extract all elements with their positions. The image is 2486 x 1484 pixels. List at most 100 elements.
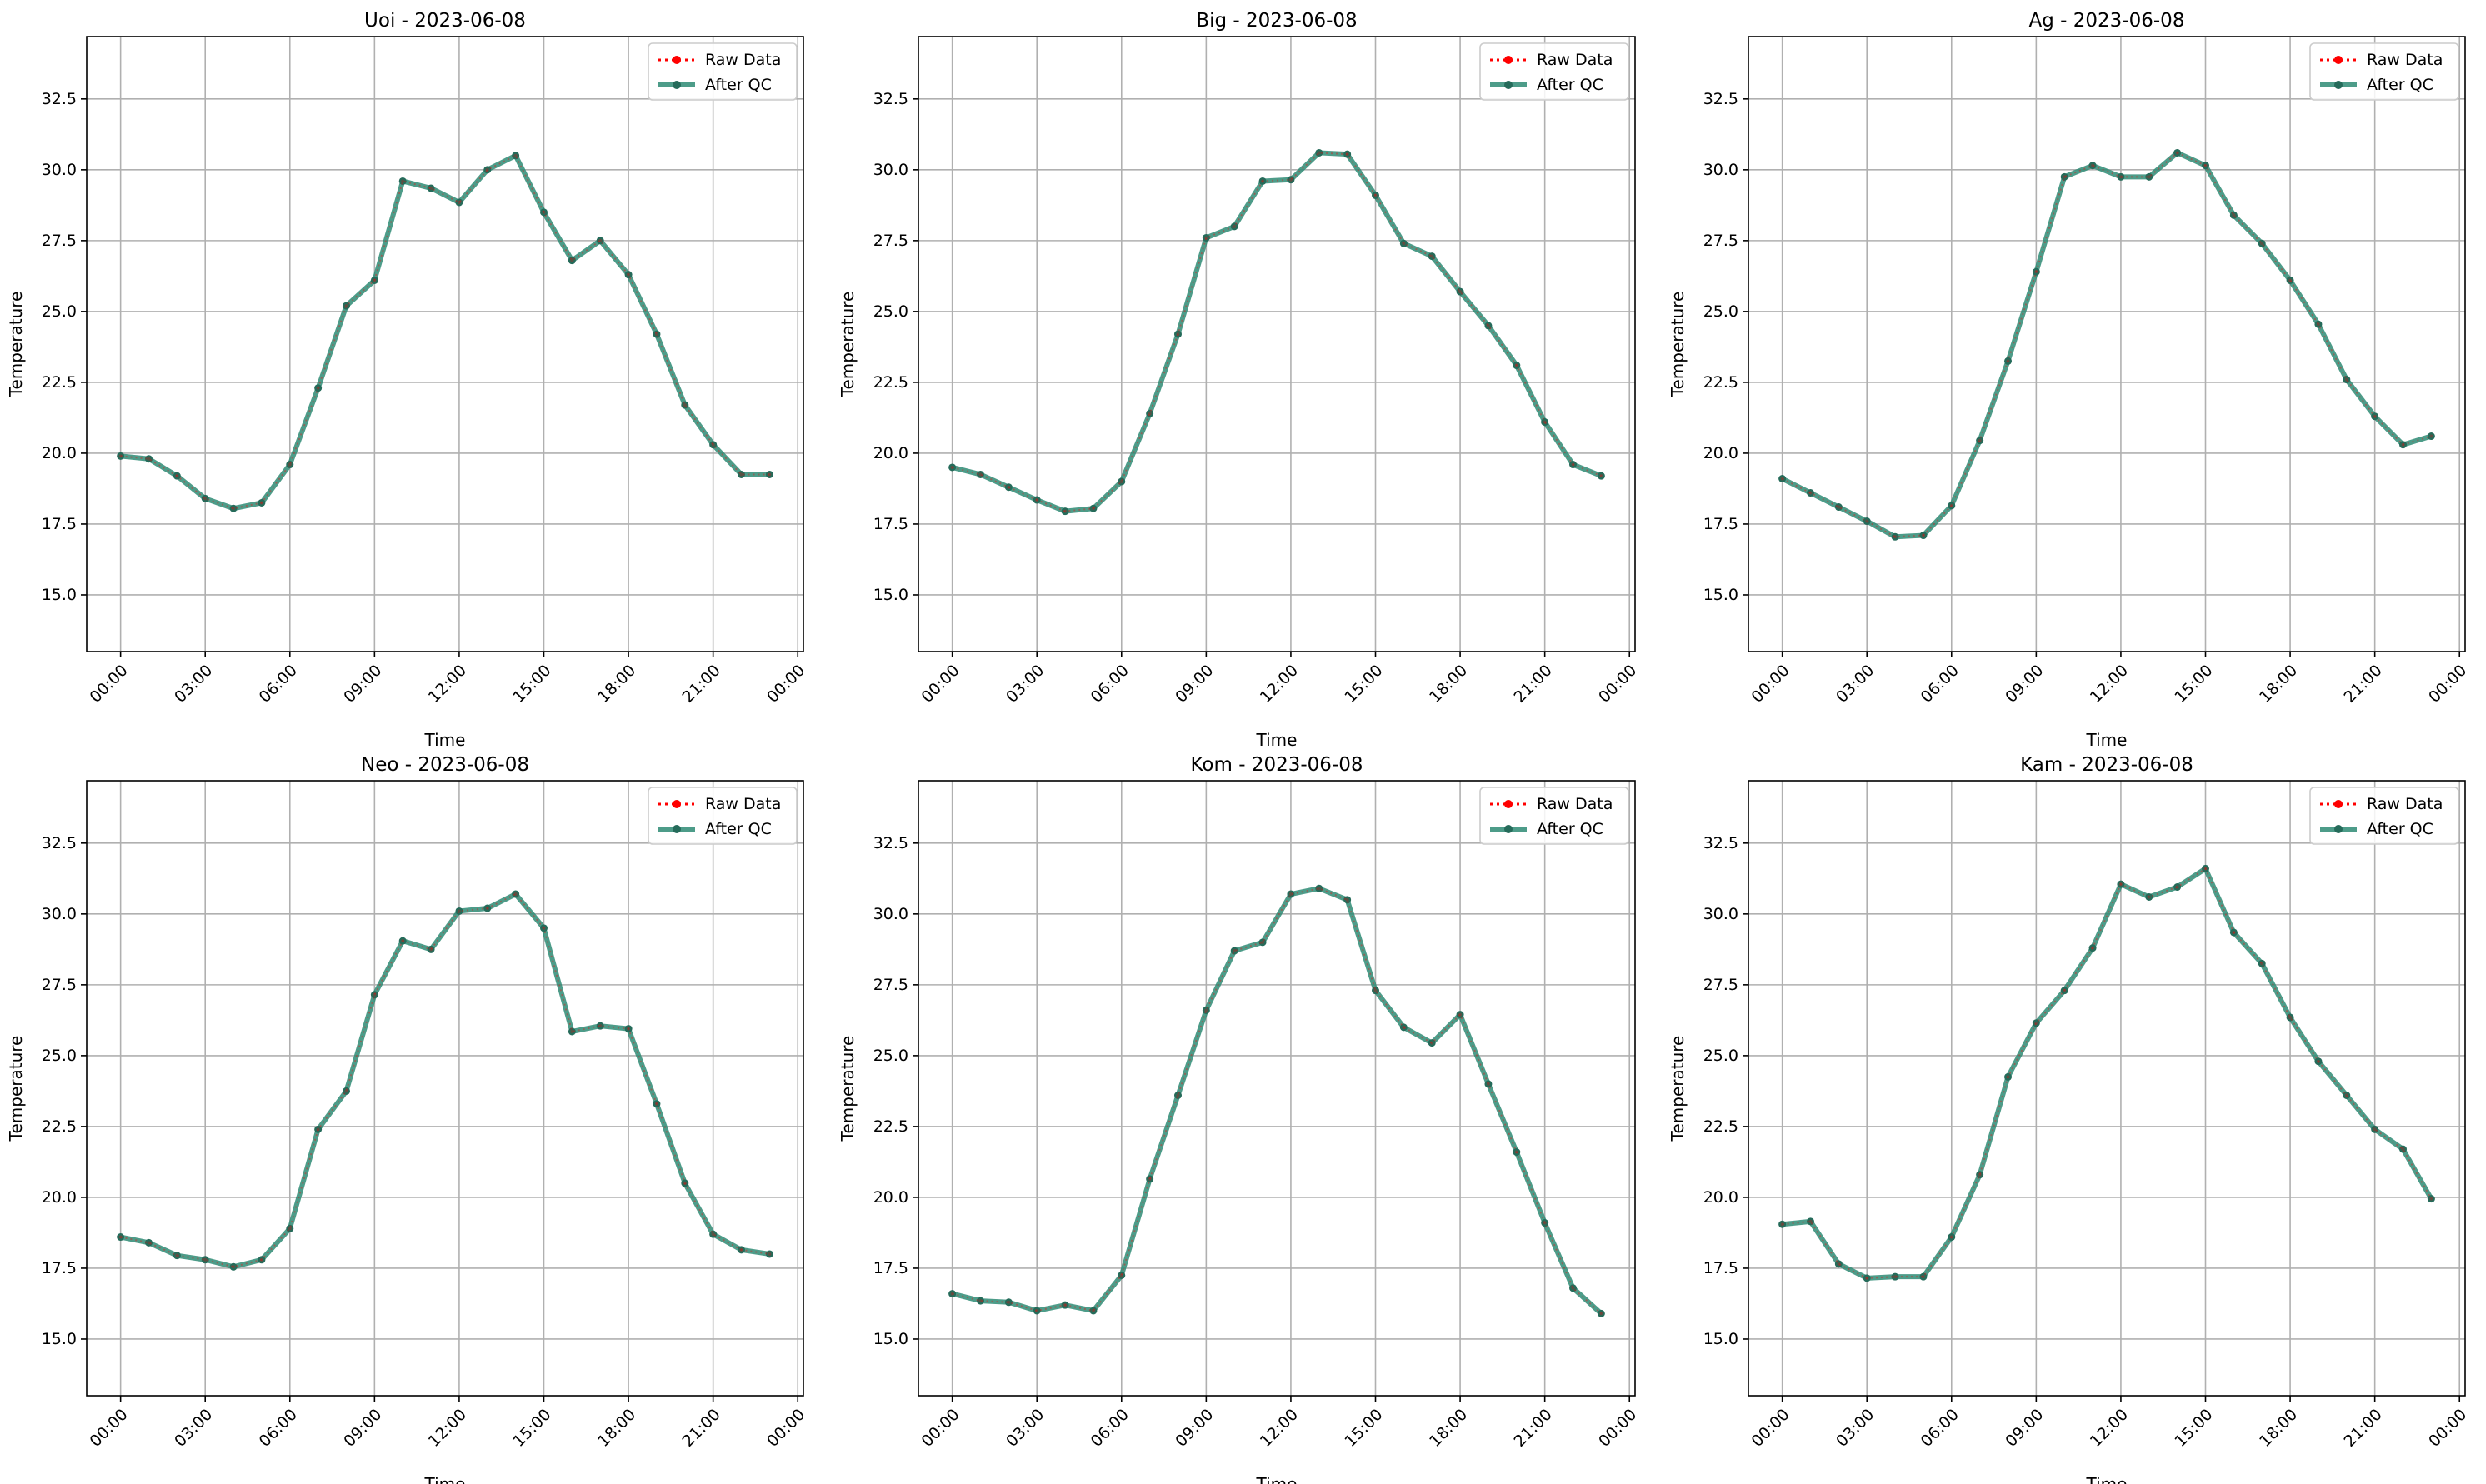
y-tick-label: 20.0 [873,444,908,462]
raw-data-point [232,1265,236,1269]
raw-data-point [768,1252,772,1256]
x-tick-label: 12:00 [425,1406,470,1451]
x-axis-label: Time [1256,730,1298,750]
after-qc-point [512,890,520,898]
after-qc-point [427,945,435,953]
after-qc-point [709,1230,718,1238]
raw-data-point [2034,1021,2038,1025]
after-qc-point [568,1027,576,1036]
after-qc-point [398,177,407,185]
raw-data-point [1780,1222,1784,1227]
after-qc-point [2032,267,2040,276]
after-qc-point [1891,1272,1899,1281]
legend-raw-marker [1504,800,1513,808]
after-qc-point [1089,1307,1098,1315]
after-qc-point [738,1246,746,1254]
y-tick-label: 22.5 [42,373,77,392]
raw-data-point [1345,152,1349,157]
raw-data-point [1808,491,1813,495]
raw-data-point [118,454,123,458]
y-tick-label: 15.0 [42,586,77,604]
legend-qc-marker [673,81,681,89]
x-tick-label: 09:00 [1172,662,1217,707]
after-qc-point [1173,1092,1182,1100]
raw-data-point [2147,895,2151,899]
x-tick-label: 09:00 [2002,662,2047,707]
x-tick-label: 21:00 [679,662,724,707]
after-qc-point [1230,222,1238,231]
raw-data-point [1035,1308,1039,1312]
x-axis-label: Time [1256,1474,1298,1484]
raw-data-point [118,1235,123,1239]
raw-data-point [147,1241,151,1245]
raw-data-point [429,947,433,952]
raw-data-point [542,926,546,930]
x-tick-label: 06:00 [1088,1406,1133,1451]
y-tick-label: 30.0 [42,161,77,179]
after-qc-point [258,1256,266,1264]
x-tick-label: 09:00 [340,662,385,707]
y-axis-label: Temperature [838,292,858,398]
x-tick-label: 03:00 [1003,662,1048,707]
after-qc-point [1173,330,1182,338]
series-after-qc-line [949,886,1604,1317]
x-tick-label: 00:00 [918,662,963,707]
after-qc-point [2399,1145,2408,1153]
raw-data-point [2034,270,2038,274]
raw-data-point [542,210,546,214]
x-tick-label: 06:00 [256,662,301,707]
raw-data-point [1865,1276,1869,1280]
raw-data-point [457,200,461,204]
after-qc-point [976,1297,984,1305]
legend-qc-label: After QC [2367,76,2433,94]
raw-data-point [950,465,954,469]
after-qc-point [976,470,984,478]
legend-qc-label: After QC [1537,76,1603,94]
raw-data-point [711,1232,715,1237]
raw-data-point [950,1292,954,1296]
x-tick-label: 18:00 [594,1406,639,1451]
legend-qc-label: After QC [705,76,772,94]
legend-raw-marker [673,56,681,64]
after-qc-point [2088,944,2097,952]
after-qc-point [948,463,957,472]
after-qc-point [624,1025,633,1033]
legend-raw-label: Raw Data [705,795,781,813]
raw-data-point [1780,477,1784,481]
y-tick-label: 17.5 [873,1259,908,1277]
after-qc-point [1315,884,1323,892]
after-qc-point [2173,148,2182,157]
after-qc-point [1513,1148,1521,1157]
raw-data-point [1808,1219,1813,1223]
after-qc-point [1372,191,1380,199]
x-tick-label: 21:00 [1511,662,1556,707]
y-tick-label: 17.5 [1703,1259,1738,1277]
raw-data-point [1837,1262,1841,1266]
chart-title: Kom - 2023-06-08 [1191,754,1363,776]
after-qc-point [1258,177,1267,185]
legend-qc-label: After QC [705,820,772,838]
after-qc-point [1399,1023,1408,1032]
after-qc-point [1061,507,1069,516]
y-axis-label: Temperature [838,1036,858,1142]
y-tick-label: 15.0 [873,1330,908,1348]
y-axis-label: Temperature [1668,292,1688,398]
y-tick-label: 15.0 [42,1330,77,1348]
after-qc-point [2202,864,2210,872]
after-qc-point [314,1125,323,1133]
after-qc-point [1569,1284,1578,1292]
series-after-qc-line [1779,866,2434,1281]
after-qc-point [1146,1175,1154,1183]
after-qc-point [1778,475,1787,483]
raw-data-point [1430,254,1434,258]
axes-frame [918,36,1636,652]
raw-data-point [344,304,348,308]
legend-qc-marker [2334,825,2343,833]
after-qc-point [1033,496,1041,504]
raw-data-point [1599,1312,1603,1316]
raw-data-point [429,186,433,190]
after-qc-point [1976,1171,1984,1179]
after-qc-point [1399,239,1408,247]
raw-data-point [1119,1273,1123,1277]
y-tick-label: 17.5 [42,515,77,533]
